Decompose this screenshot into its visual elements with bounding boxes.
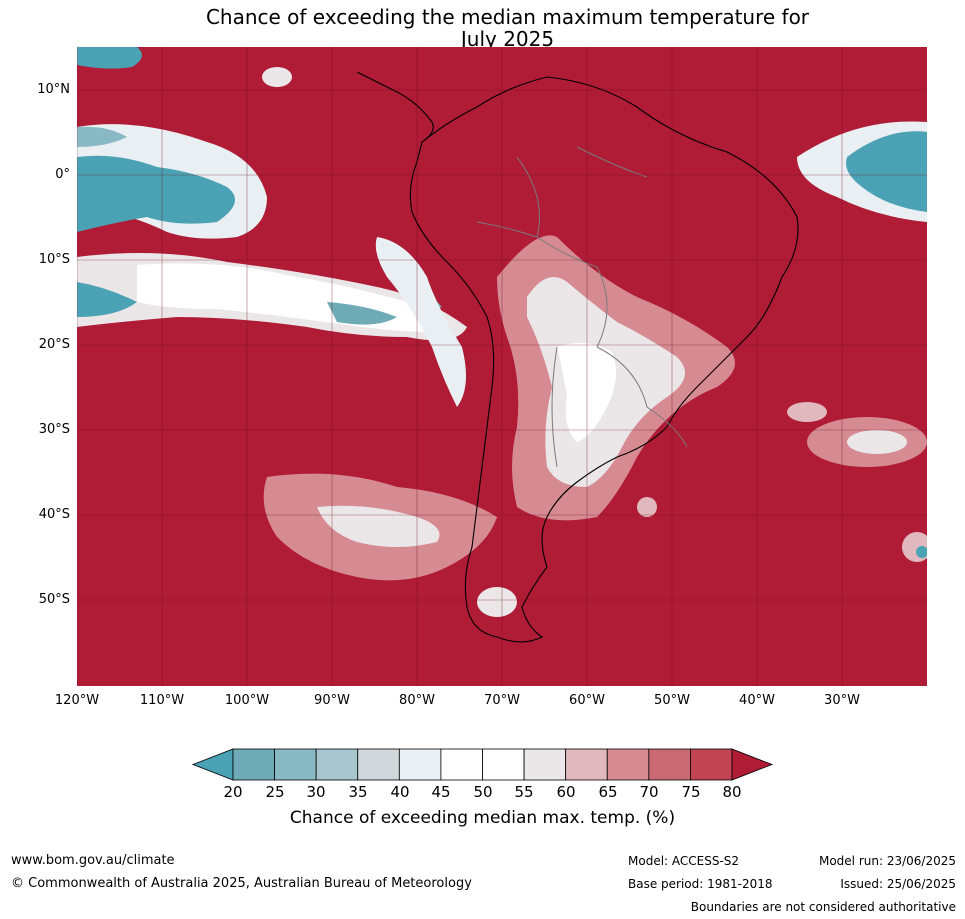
colorbar-cell <box>482 748 525 781</box>
low-probability-patch-n <box>262 67 292 87</box>
low-probability-patch-e2 <box>847 430 907 454</box>
colorbar-tick-65: 65 <box>598 783 618 801</box>
low-probability-south-pacific-core <box>317 505 440 547</box>
colorbar-tick-35: 35 <box>348 783 368 801</box>
colorbar <box>191 748 774 781</box>
colorbar-cell <box>523 748 567 781</box>
lat-label-10n: 10°N <box>37 82 70 97</box>
low-probability-patch-falklands <box>477 587 517 617</box>
south-america-coastline <box>409 76 799 643</box>
map-title: Chance of exceeding the median maximum t… <box>205 5 810 29</box>
lon-label-50w: 50°W <box>654 693 690 708</box>
lon-label-120w: 120°W <box>54 693 100 708</box>
model-run-date: Model run: 23/06/2025 <box>818 854 956 868</box>
colorbar-tick-45: 45 <box>431 783 451 801</box>
colorbar-arrow-low <box>191 748 234 781</box>
colorbar-cell <box>606 748 650 781</box>
low-probability-east <box>846 131 927 212</box>
lon-label-110w: 110°W <box>139 693 185 708</box>
low-probability-pacific-band-blue2 <box>327 302 397 325</box>
base-period: Base period: 1981-2018 <box>628 877 773 891</box>
lon-label-60w: 60°W <box>569 693 605 708</box>
colorbar-cell <box>565 748 608 781</box>
colorbar-tick-55: 55 <box>514 783 534 801</box>
lon-label-90w: 90°W <box>314 693 350 708</box>
central-america-coastline <box>356 71 434 143</box>
colorbar-cell <box>315 748 359 781</box>
lat-label-50s: 50°S <box>38 592 70 607</box>
boundaries-disclaimer: Boundaries are not considered authoritat… <box>690 900 956 914</box>
colorbar-tick-40: 40 <box>390 783 410 801</box>
colorbar-cell <box>398 748 442 781</box>
low-probability-patch-atl <box>637 497 657 517</box>
model-name: Model: ACCESS-S2 <box>628 854 740 868</box>
colorbar-arrow-high <box>731 748 774 781</box>
low-probability-coastal-streak <box>375 237 466 407</box>
colorbar-tick-30: 30 <box>306 783 326 801</box>
low-probability-patch-e3 <box>787 402 827 422</box>
temperature-probability-map <box>77 47 927 686</box>
lat-label-40s: 40°S <box>38 507 70 522</box>
low-probability-equatorial-west-tail <box>77 126 127 147</box>
graticule <box>77 47 927 686</box>
low-probability-patch-se2 <box>916 546 927 558</box>
colorbar-cell <box>648 748 691 781</box>
issued-date: Issued: 25/06/2025 <box>840 877 956 891</box>
lat-label-30s: 30°S <box>38 422 70 437</box>
colorbar-cell <box>690 748 733 781</box>
colorbar-label: Chance of exceeding median max. temp. (%… <box>289 808 676 828</box>
colorbar-tick-20: 20 <box>223 783 243 801</box>
lon-label-80w: 80°W <box>399 693 435 708</box>
lat-label-10s: 10°S <box>38 252 70 267</box>
colorbar-cell <box>232 748 275 781</box>
colorbar-tick-60: 60 <box>556 783 576 801</box>
website-link[interactable]: www.bom.gov.au/climate <box>11 853 175 868</box>
colorbar-tick-70: 70 <box>639 783 659 801</box>
lat-label-20s: 20°S <box>38 337 70 352</box>
lon-label-100w: 100°W <box>224 693 270 708</box>
colorbar-tick-75: 75 <box>681 783 701 801</box>
low-probability-northwest <box>77 47 142 69</box>
colorbar-cell <box>440 748 483 781</box>
low-probability-continent-core <box>557 343 616 442</box>
colorbar-tick-80: 80 <box>722 783 742 801</box>
lon-label-70w: 70°W <box>484 693 520 708</box>
colorbar-cell <box>274 748 317 781</box>
colorbar-tick-25: 25 <box>265 783 285 801</box>
copyright-text: © Commonwealth of Australia 2025, Austra… <box>11 876 472 891</box>
map-title-month: July 2025 <box>460 27 555 51</box>
lon-label-40w: 40°W <box>739 693 775 708</box>
colorbar-tick-50: 50 <box>473 783 493 801</box>
lat-label-0: 0° <box>55 167 70 182</box>
low-probability-pacific-band-blue <box>77 282 137 317</box>
lon-label-30w: 30°W <box>824 693 860 708</box>
colorbar-cell <box>357 748 400 781</box>
